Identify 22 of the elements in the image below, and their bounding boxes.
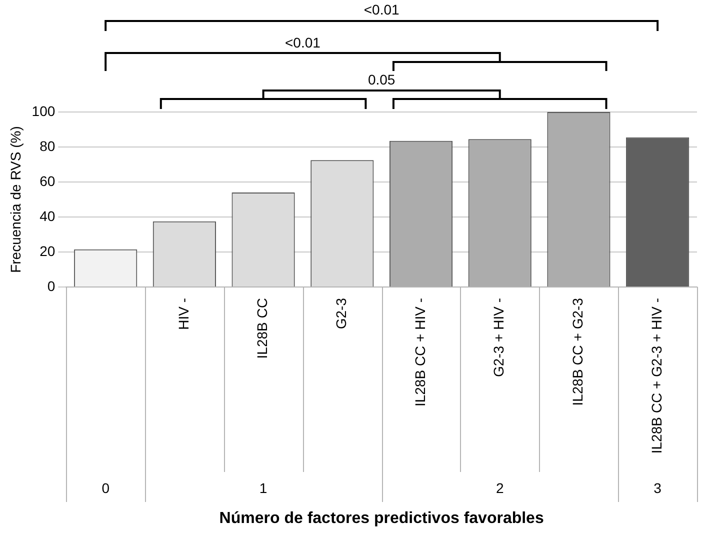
y-tick-label: 40 bbox=[40, 208, 56, 224]
y-tick-label: 80 bbox=[40, 138, 56, 154]
x-tick-label: G2-3 bbox=[333, 298, 350, 330]
text: 0.05 bbox=[368, 72, 396, 88]
y-tick-label: 100 bbox=[32, 102, 56, 119]
x-axis-title: Número de factores predictivos favorables bbox=[219, 510, 544, 527]
y-axis-title: Frecuencia de RVS (%) bbox=[7, 126, 24, 273]
x-tick-label: IL28B CC + G2-3 bbox=[570, 298, 586, 406]
x-tick-label: IL28B CC bbox=[254, 298, 270, 359]
text: 0 bbox=[102, 480, 110, 496]
text: <0.01 bbox=[364, 2, 400, 18]
y-tick-label: 0 bbox=[47, 278, 56, 294]
text: 1 bbox=[259, 480, 268, 496]
text: 3 bbox=[654, 480, 662, 496]
text: 2 bbox=[496, 480, 504, 496]
x-tick-label: HIV - bbox=[175, 298, 192, 330]
x-tick-label: IL28B CC + HIV - bbox=[412, 298, 428, 407]
y-tick-label: 20 bbox=[40, 242, 56, 259]
x-tick-label: IL28B CC + G2-3 + HIV - bbox=[648, 298, 664, 454]
text: <0.01 bbox=[285, 34, 321, 51]
y-tick-label: 60 bbox=[40, 172, 56, 189]
x-tick-label: G2-3 + HIV - bbox=[490, 298, 507, 377]
